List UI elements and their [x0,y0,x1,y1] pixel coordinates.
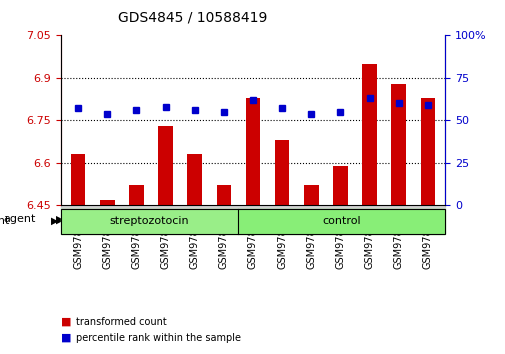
Text: agent: agent [0,216,10,226]
Text: ■: ■ [61,317,71,327]
Text: transformed count: transformed count [76,317,166,327]
Bar [304,185,318,205]
Text: ▶: ▶ [56,215,64,224]
Bar [129,185,143,205]
Bar [274,140,289,205]
Bar [158,126,173,205]
Text: control: control [322,216,361,226]
Text: ■: ■ [61,333,71,343]
Text: streptozotocin: streptozotocin [110,216,189,226]
Bar [187,154,201,205]
Bar [332,166,347,205]
Bar [71,154,85,205]
Bar [362,64,376,205]
Bar [390,84,405,205]
Bar [100,200,115,205]
Bar [245,98,260,205]
Text: percentile rank within the sample: percentile rank within the sample [76,333,240,343]
Text: GDS4845 / 10588419: GDS4845 / 10588419 [117,11,267,25]
Bar [420,98,434,205]
Text: agent: agent [3,215,35,224]
Text: ▶: ▶ [50,216,58,226]
Bar [216,185,231,205]
